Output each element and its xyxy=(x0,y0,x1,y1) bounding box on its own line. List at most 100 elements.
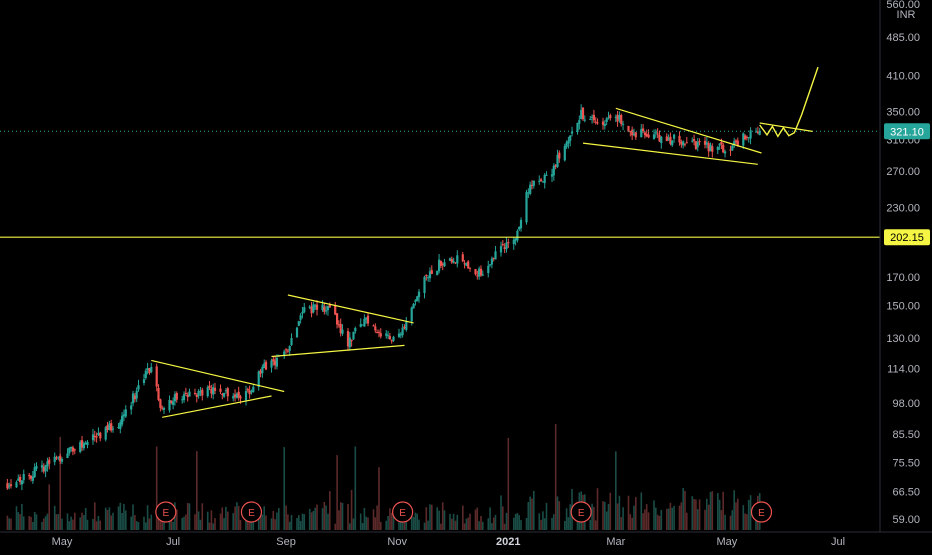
candle xyxy=(110,419,113,433)
volume-bar xyxy=(671,507,673,530)
earnings-marker[interactable]: E xyxy=(240,501,263,523)
volume-bar xyxy=(538,513,541,530)
candle xyxy=(173,391,176,406)
price-tick-label: 59.00 xyxy=(892,514,920,526)
volume-bar xyxy=(655,507,657,530)
candle xyxy=(694,141,697,151)
candle xyxy=(193,388,197,396)
candle xyxy=(481,270,484,277)
price-tick-label: 114.00 xyxy=(887,363,920,375)
candle xyxy=(530,180,534,190)
candle xyxy=(392,335,395,342)
volume-bar xyxy=(527,502,530,530)
volume-bar xyxy=(278,508,280,530)
candle xyxy=(366,313,370,327)
candle xyxy=(250,389,253,395)
volume-bar xyxy=(287,514,289,530)
candle xyxy=(448,257,452,261)
time-tick-label: Nov xyxy=(387,536,407,548)
candle xyxy=(197,389,200,399)
candle xyxy=(352,331,355,340)
volume-bar xyxy=(123,503,125,530)
volume-bar xyxy=(423,522,426,530)
volume-bar xyxy=(746,514,748,530)
volume-bar xyxy=(436,507,438,530)
price-tick-label: 410.00 xyxy=(886,70,920,82)
trendline[interactable] xyxy=(287,294,414,324)
volume-bar xyxy=(181,518,183,530)
volume-bar xyxy=(680,502,683,530)
volume-bar xyxy=(176,509,178,530)
earnings-marker[interactable]: E xyxy=(570,501,592,523)
candle xyxy=(315,300,319,316)
trendline[interactable] xyxy=(582,142,758,165)
candle xyxy=(339,318,342,337)
candle xyxy=(758,128,761,136)
candle xyxy=(438,254,441,274)
volume-bar xyxy=(108,507,111,530)
candle xyxy=(303,303,306,314)
trendline[interactable] xyxy=(271,344,405,358)
volume-bar xyxy=(615,451,617,530)
volume-bar xyxy=(591,503,593,530)
volume-bar xyxy=(554,424,557,530)
candle xyxy=(199,387,202,397)
trendline[interactable] xyxy=(162,395,272,418)
candle xyxy=(212,383,215,400)
volume-bar xyxy=(616,503,619,530)
axes: INR xyxy=(0,0,932,533)
candle xyxy=(150,362,153,374)
candle xyxy=(667,134,670,141)
volume-bar xyxy=(290,515,293,530)
candle xyxy=(503,243,506,253)
volume-bar xyxy=(194,514,196,530)
candle xyxy=(558,150,561,163)
volume-bar xyxy=(607,503,610,530)
candle-series xyxy=(6,104,761,491)
candle xyxy=(79,440,82,454)
volume-bar xyxy=(438,510,440,530)
volume-bar xyxy=(558,501,561,530)
last-price-label: 321.10 xyxy=(890,126,924,138)
volume-bar xyxy=(296,518,298,530)
volume-bar xyxy=(416,513,418,530)
candle xyxy=(525,189,528,225)
candle xyxy=(454,262,457,265)
trendline[interactable] xyxy=(151,359,285,393)
volume-bar xyxy=(43,518,45,530)
projection-path[interactable] xyxy=(759,66,819,138)
last-price-badge: 321.10 xyxy=(884,123,930,140)
earnings-marker[interactable]: E xyxy=(750,501,773,523)
candle xyxy=(133,392,136,403)
candle xyxy=(476,270,479,280)
candle xyxy=(456,250,459,268)
trendline[interactable] xyxy=(759,122,813,132)
earnings-marker[interactable]: E xyxy=(392,501,414,523)
volume-bar xyxy=(431,504,433,530)
volume-bar xyxy=(334,523,336,530)
candle xyxy=(219,384,222,395)
trendline[interactable] xyxy=(615,107,762,154)
volume-bar xyxy=(214,518,216,530)
price-tick-label: 560.00 xyxy=(886,0,920,11)
volume-bar xyxy=(354,446,357,530)
volume-bar xyxy=(722,491,724,530)
volume-bar xyxy=(97,515,100,530)
volume-bar xyxy=(500,495,502,530)
volume-bar xyxy=(298,515,300,530)
volume-bar xyxy=(92,518,94,530)
volume-bar xyxy=(259,515,262,530)
candle xyxy=(591,114,594,124)
volume-bar xyxy=(212,523,214,530)
candle xyxy=(643,131,646,139)
candle xyxy=(463,260,466,269)
price-tick-label: 230.00 xyxy=(886,203,920,215)
candle xyxy=(401,323,404,338)
volume-bar xyxy=(288,521,291,530)
candle xyxy=(423,275,426,299)
candle xyxy=(709,142,712,152)
earnings-marker[interactable]: E xyxy=(155,501,177,523)
volume-bar xyxy=(33,512,36,530)
